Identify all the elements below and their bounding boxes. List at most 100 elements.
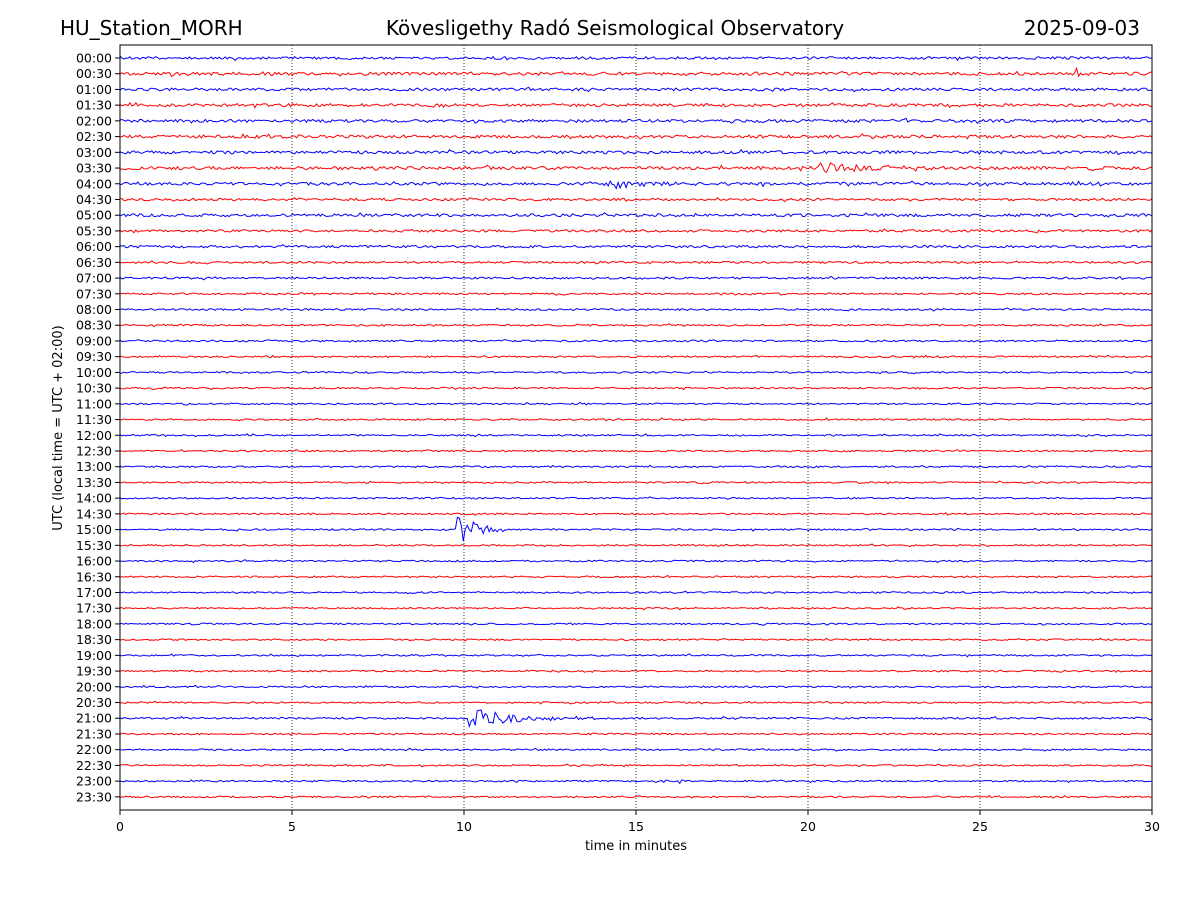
trace-0100 xyxy=(119,86,1153,93)
x-tick-label-10: 10 xyxy=(456,819,472,834)
y-tick-label-0830: 08:30 xyxy=(76,318,112,333)
trace-1800 xyxy=(119,622,1153,626)
trace-1330 xyxy=(119,480,1153,485)
y-tick-label-1400: 14:00 xyxy=(76,491,112,506)
trace-2300 xyxy=(119,779,1153,785)
trace-1900 xyxy=(119,653,1153,658)
y-tick-label-2000: 20:00 xyxy=(76,679,112,694)
y-tick-label-0930: 09:30 xyxy=(76,349,112,364)
y-tick-label-1030: 10:30 xyxy=(76,381,112,396)
trace-2130 xyxy=(119,732,1153,736)
trace-1230 xyxy=(119,448,1153,453)
trace-0730 xyxy=(119,291,1153,296)
x-axis-label: time in minutes xyxy=(585,839,687,854)
y-tick-label-1800: 18:00 xyxy=(76,616,112,631)
y-tick-label-1900: 19:00 xyxy=(76,648,112,663)
trace-0500 xyxy=(119,212,1153,218)
trace-1600 xyxy=(119,559,1153,564)
trace-0830 xyxy=(120,323,1153,328)
x-tick-label-25: 25 xyxy=(972,819,988,834)
trace-0430 xyxy=(119,196,1153,203)
trace-1630 xyxy=(119,574,1153,579)
y-tick-label-2030: 20:30 xyxy=(76,695,112,710)
chart-title: Kövesligethy Radó Seismological Observat… xyxy=(386,16,844,40)
trace-1300 xyxy=(119,464,1153,469)
trace-1430 xyxy=(119,512,1152,516)
y-tick-label-0230: 02:30 xyxy=(76,129,112,144)
y-tick-label-1500: 15:00 xyxy=(76,522,112,537)
y-tick-label-0030: 00:30 xyxy=(76,66,112,81)
y-tick-label-0800: 08:00 xyxy=(76,302,112,317)
y-tick-label-0200: 02:00 xyxy=(76,113,112,128)
x-tick-label-15: 15 xyxy=(628,819,644,834)
trace-1400 xyxy=(119,496,1153,500)
y-tick-label-0700: 07:00 xyxy=(76,271,112,286)
y-tick-label-1930: 19:30 xyxy=(76,664,112,679)
y-tick-label-0100: 01:00 xyxy=(76,82,112,97)
trace-2100 xyxy=(119,709,1153,728)
trace-0300 xyxy=(119,148,1153,156)
y-tick-label-1600: 16:00 xyxy=(76,554,112,569)
station-name: HU_Station_MORH xyxy=(60,16,243,40)
trace-1500 xyxy=(119,516,1153,542)
trace-0900 xyxy=(119,338,1153,343)
y-tick-label-2130: 21:30 xyxy=(76,726,112,741)
trace-1130 xyxy=(119,417,1153,422)
trace-0030 xyxy=(119,66,1153,78)
x-tick-label-0: 0 xyxy=(116,819,124,834)
x-tick-label-20: 20 xyxy=(800,819,816,834)
y-tick-label-1630: 16:30 xyxy=(76,569,112,584)
trace-2030 xyxy=(119,700,1153,705)
y-tick-label-0000: 00:00 xyxy=(76,51,112,66)
trace-0330 xyxy=(119,162,1153,173)
y-tick-label-2300: 23:00 xyxy=(76,774,112,789)
y-tick-labels: 00:0000:3001:0001:3002:0002:3003:0003:30… xyxy=(76,51,120,804)
y-tick-label-2230: 22:30 xyxy=(76,758,112,773)
trace-0600 xyxy=(119,243,1153,249)
y-tick-label-0500: 05:00 xyxy=(76,208,112,223)
seismic-traces xyxy=(119,55,1153,799)
x-tick-label-30: 30 xyxy=(1144,819,1160,834)
y-tick-label-1230: 12:30 xyxy=(76,444,112,459)
trace-2230 xyxy=(119,763,1153,768)
trace-2200 xyxy=(119,747,1153,752)
trace-1530 xyxy=(119,543,1153,548)
x-tick-labels: 0 5 10 15 20 25 30 xyxy=(116,810,1160,834)
trace-1200 xyxy=(119,433,1153,438)
trace-0130 xyxy=(119,101,1153,109)
y-tick-label-0300: 03:00 xyxy=(76,145,112,160)
trace-1930 xyxy=(119,669,1153,673)
y-tick-label-1300: 13:00 xyxy=(76,459,112,474)
y-tick-label-1530: 15:30 xyxy=(76,538,112,553)
y-tick-label-0630: 06:30 xyxy=(76,255,112,270)
y-tick-label-1700: 17:00 xyxy=(76,585,112,600)
y-tick-label-2200: 22:00 xyxy=(76,742,112,757)
y-tick-label-0730: 07:30 xyxy=(76,286,112,301)
y-tick-label-1330: 13:30 xyxy=(76,475,112,490)
trace-2000 xyxy=(119,684,1153,689)
y-tick-label-0400: 04:00 xyxy=(76,176,112,191)
chart-date: 2025-09-03 xyxy=(1024,16,1140,40)
y-tick-label-1130: 11:30 xyxy=(76,412,112,427)
y-tick-label-0600: 06:00 xyxy=(76,239,112,254)
y-tick-label-0900: 09:00 xyxy=(76,333,112,348)
trace-0700 xyxy=(119,275,1153,281)
y-tick-label-0330: 03:30 xyxy=(76,161,112,176)
trace-0400 xyxy=(119,179,1153,190)
y-tick-label-1830: 18:30 xyxy=(76,632,112,647)
y-tick-label-1100: 11:00 xyxy=(76,396,112,411)
y-tick-label-2100: 21:00 xyxy=(76,711,112,726)
trace-1830 xyxy=(119,637,1153,642)
y-tick-label-2330: 23:30 xyxy=(76,789,112,804)
y-tick-label-0430: 04:30 xyxy=(76,192,112,207)
y-tick-label-1430: 14:30 xyxy=(76,506,112,521)
y-tick-label-1200: 12:00 xyxy=(76,428,112,443)
y-tick-label-1000: 10:00 xyxy=(76,365,112,380)
trace-0630 xyxy=(119,260,1153,265)
trace-1000 xyxy=(119,370,1153,375)
trace-0200 xyxy=(119,117,1153,125)
trace-1700 xyxy=(119,590,1153,595)
x-tick-label-5: 5 xyxy=(288,819,296,834)
y-tick-label-0130: 01:30 xyxy=(76,98,112,113)
